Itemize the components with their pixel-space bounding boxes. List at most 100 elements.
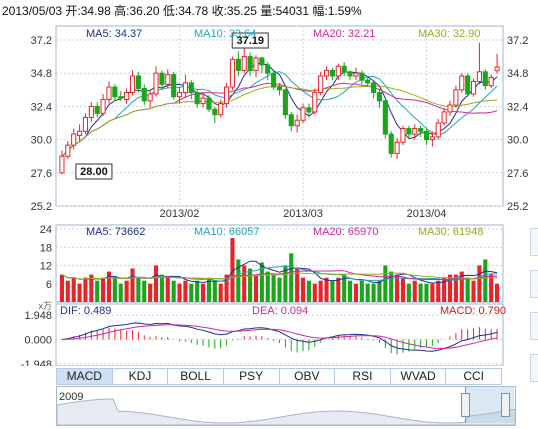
volume-bar <box>477 265 482 302</box>
candle-body <box>77 130 83 136</box>
volume-bar <box>165 277 170 302</box>
candle-body <box>218 103 224 116</box>
low-callout-box <box>75 163 113 180</box>
candle-body <box>347 71 353 77</box>
candle-body <box>318 75 324 94</box>
tab-wvad[interactable]: WVAD <box>391 369 447 384</box>
volume-bar <box>383 265 388 302</box>
candle-body <box>65 144 71 157</box>
candle-body <box>165 74 171 85</box>
quote-date: 2013/05/03 <box>2 4 63 18</box>
volume-bar <box>177 283 182 302</box>
range-navigator[interactable]: 2009 <box>56 386 516 426</box>
volume-bar <box>95 280 100 302</box>
side-scroll-grip-bottom[interactable] <box>530 354 538 382</box>
candle-body <box>459 75 465 91</box>
dea-label: DEA: 0.094 <box>252 305 308 317</box>
volume-bar <box>412 280 417 302</box>
candle-body <box>82 116 89 132</box>
volume-bar <box>277 277 282 302</box>
tab-cci[interactable]: CCI <box>463 369 485 383</box>
volume-bar <box>371 283 376 302</box>
price-tick-right: 34.8 <box>507 68 528 80</box>
candle-body <box>71 133 77 146</box>
volume-bar <box>453 274 458 302</box>
tab-kdj[interactable]: KDJ <box>113 369 169 384</box>
volume-bar <box>430 283 435 302</box>
volume-bar <box>71 277 76 302</box>
tab-macd[interactable]: MACD <box>57 369 113 384</box>
low-callout: 28.00 <box>80 166 108 178</box>
volume-bar <box>248 268 253 302</box>
change-value: 1.59% <box>327 4 362 18</box>
volume-bar <box>159 274 164 302</box>
volume-bar <box>312 283 317 302</box>
candle-body <box>188 82 194 94</box>
volume-tick: 18 <box>40 242 52 254</box>
volume-bar <box>330 280 335 302</box>
candle-body <box>259 57 265 66</box>
dea-line <box>61 324 498 349</box>
candle-body <box>476 71 482 82</box>
side-scroll-grip-lower[interactable] <box>530 312 538 340</box>
price-tick-right: 30.0 <box>507 135 528 147</box>
volume-bar <box>218 283 223 302</box>
volume-bar <box>242 265 247 302</box>
candle-body <box>294 119 300 127</box>
volume-bar <box>353 283 358 302</box>
price-ma-label: MA5: 34.37 <box>86 28 142 40</box>
candle-body <box>312 92 318 113</box>
ma10-line <box>61 71 498 157</box>
dif-line <box>61 322 498 352</box>
navigator-left-handle[interactable] <box>461 393 470 417</box>
candle-body <box>206 97 212 110</box>
volume-bar <box>418 283 423 302</box>
volume-bar <box>236 259 241 302</box>
price-tick-left: 34.8 <box>31 68 52 80</box>
volume-tick: 24 <box>40 224 52 236</box>
candle-body <box>135 75 141 89</box>
volume-bar <box>377 280 382 302</box>
volume-bar <box>212 280 217 302</box>
candle-body <box>224 86 230 105</box>
price-tick-right: 25.2 <box>507 201 528 213</box>
volume-bar <box>224 274 229 302</box>
candle-body <box>359 72 365 81</box>
navigator-right-handle[interactable] <box>501 393 510 417</box>
price-tick-right: 27.6 <box>507 168 528 180</box>
volume-bar <box>495 283 500 302</box>
candle-body <box>182 82 188 94</box>
volume-bar <box>324 277 329 302</box>
candle-body <box>176 92 183 98</box>
side-scroll-grip-top[interactable] <box>530 228 538 256</box>
volume-unit: x万 <box>38 301 52 311</box>
candle-body <box>194 92 200 105</box>
volume-bar <box>230 238 235 302</box>
volume-bar <box>348 280 353 302</box>
price-tick-left: 30.0 <box>31 135 52 147</box>
volume-bar <box>142 280 147 302</box>
volume-bar <box>206 277 211 302</box>
candle-body <box>371 82 377 94</box>
volume-bar <box>465 277 470 302</box>
candle-body <box>418 128 424 132</box>
candle-body <box>429 136 435 141</box>
volume-bar <box>124 280 129 302</box>
navigator-year: 2009 <box>59 391 84 403</box>
volume-bar <box>336 277 341 302</box>
volume-bar <box>289 253 294 302</box>
tab-obv[interactable]: OBV <box>280 369 336 384</box>
tab-rsi[interactable]: RSI <box>335 369 391 384</box>
macd-tick: 1.948 <box>24 310 52 322</box>
volume-bar <box>265 271 270 302</box>
side-scroll-grip-middle[interactable] <box>530 270 538 298</box>
tab-psy[interactable]: PSY <box>224 369 280 384</box>
price-ma-label: MA20: 32.21 <box>313 28 375 40</box>
tab-boll[interactable]: BOLL <box>168 369 224 384</box>
chart-svg[interactable]: 37.2 37.2 34.8 34.8 32.4 32.4 30.0 30.0 27.6 27.6… <box>0 0 538 366</box>
volume-bar <box>189 283 194 302</box>
price-tick-left: 37.2 <box>31 35 52 47</box>
price-ma-label: MA10: 33.64 <box>194 28 256 40</box>
macd-tick: -1.948 <box>21 359 52 366</box>
